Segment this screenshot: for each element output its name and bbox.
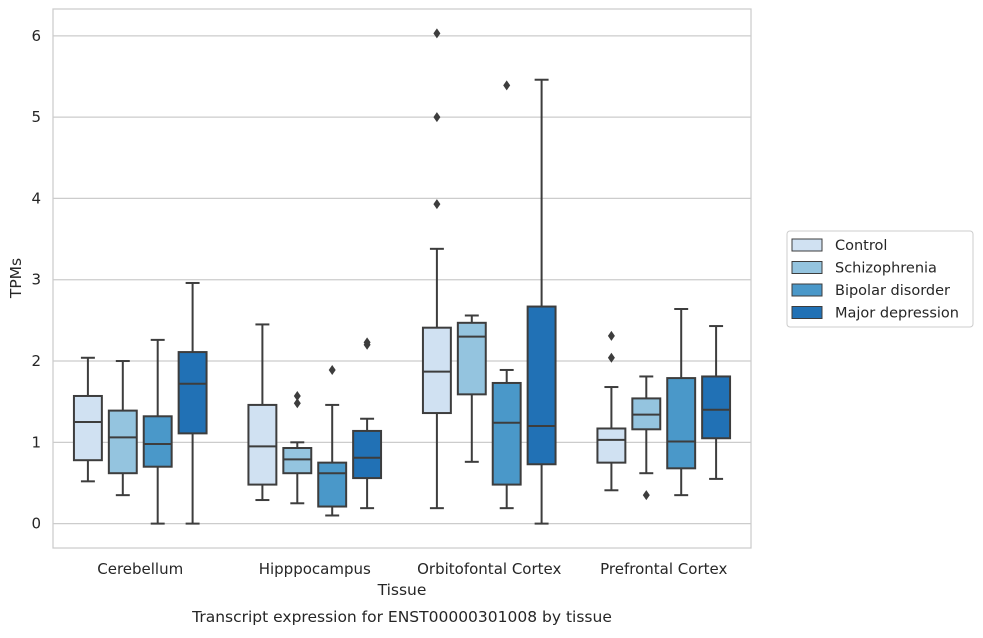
y-tick-label: 5 (31, 108, 41, 126)
box-body (282, 447, 313, 475)
box-body (177, 351, 208, 435)
box-body (666, 377, 697, 470)
box-layer (72, 28, 732, 525)
outlier-point (363, 337, 371, 348)
box (352, 337, 383, 510)
legend-swatch (791, 306, 823, 319)
series-group (72, 28, 627, 510)
box-body (456, 321, 487, 396)
box-body (317, 461, 348, 508)
legend-items: Control Schizophrenia Bipolar disorder Majo… (791, 238, 959, 322)
legend-label: Major depression (835, 306, 959, 322)
legend-swatch (791, 283, 823, 297)
y-tick-labels: 0 1 2 3 4 5 6 (31, 27, 41, 533)
box (72, 356, 103, 483)
outlier-point (328, 364, 336, 375)
box (631, 375, 662, 501)
x-axis-label: Tissue (377, 581, 427, 599)
x-tick-label: Cerebellum (97, 560, 183, 578)
outlier-point (293, 390, 301, 401)
box-body (352, 429, 383, 480)
y-tick-label: 0 (31, 515, 41, 533)
outlier-point (607, 330, 615, 341)
y-axis-label: TPMs (7, 258, 25, 299)
box-body (701, 375, 732, 440)
y-tick-label: 1 (31, 433, 41, 451)
box (421, 28, 452, 510)
legend: Control Schizophrenia Bipolar disorder Majo… (786, 230, 974, 328)
y-tick-label: 4 (31, 189, 41, 207)
outlier-point (293, 398, 301, 409)
outlier-point (607, 352, 615, 363)
box-body (142, 415, 173, 468)
chart-caption: Transcript expression for ENST0000030100… (191, 608, 612, 626)
legend-label: Schizophrenia (835, 261, 937, 277)
box-body (107, 409, 138, 475)
box-body (421, 326, 452, 415)
legend-frame (786, 230, 974, 328)
y-tick-label: 3 (31, 271, 41, 289)
box-body (72, 394, 103, 462)
x-tick-label: Prefrontal Cortex (600, 560, 727, 578)
outlier-point (433, 28, 441, 39)
outlier-point (433, 112, 441, 123)
box (247, 323, 278, 502)
box (456, 314, 487, 463)
x-tick-label: Hipppocampus (259, 560, 371, 578)
legend-swatch (791, 238, 823, 252)
box (282, 390, 313, 505)
box (526, 78, 557, 525)
y-tick-label: 6 (31, 27, 41, 45)
outlier-point (503, 80, 511, 91)
legend-label: Control (835, 238, 887, 254)
box-body (526, 305, 557, 466)
y-tick-label: 2 (31, 352, 41, 370)
box (107, 360, 138, 497)
box (701, 325, 732, 480)
outlier-point (433, 199, 441, 210)
legend-label: Bipolar disorder (835, 283, 950, 299)
box (666, 307, 697, 497)
series-group (107, 314, 662, 505)
box (317, 364, 348, 517)
box-body (247, 403, 278, 486)
box (596, 330, 627, 492)
box-body (491, 381, 522, 486)
box (142, 338, 173, 525)
x-tick-label: Orbitofontal Cortex (417, 560, 561, 578)
outlier-point (642, 490, 650, 501)
plot-frame (52, 8, 752, 549)
series-group (177, 78, 732, 525)
box (177, 281, 208, 525)
x-tick-labels: Cerebellum Hipppocampus Orbitofontal Corte… (97, 560, 727, 578)
box-body (596, 427, 627, 464)
series-group (142, 80, 697, 525)
legend-swatch (791, 261, 823, 274)
box (491, 80, 522, 510)
